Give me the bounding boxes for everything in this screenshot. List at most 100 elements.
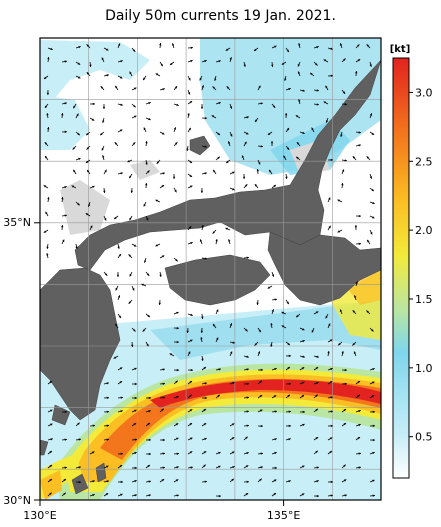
current-arrow-head: [159, 43, 162, 46]
current-arrow-head: [101, 148, 104, 151]
current-arrow-head: [372, 201, 375, 205]
current-arrow-head: [246, 256, 249, 259]
current-arrow-head: [337, 230, 341, 233]
current-arrow-head: [358, 466, 361, 469]
current-arrow-head: [232, 465, 235, 469]
current-arrow-head: [200, 330, 204, 333]
current-arrow-head: [142, 329, 145, 332]
current-arrow-head: [133, 115, 137, 118]
current-arrow-head: [119, 381, 123, 384]
current-arrow-head: [189, 394, 192, 398]
current-arrow-head: [134, 396, 137, 400]
current-arrow-head: [46, 92, 50, 95]
current-arrow-head: [49, 464, 52, 468]
current-arrow-head: [315, 437, 319, 440]
current-vectors: [43, 42, 376, 498]
current-arrow-head: [298, 43, 301, 46]
lon-label-130: 130°E: [23, 509, 56, 522]
current-arrow-head: [77, 132, 80, 136]
current-arrow-head: [200, 190, 204, 193]
current-arrow-head: [274, 367, 277, 371]
current-arrow-head: [211, 115, 215, 118]
current-arrow-head: [176, 437, 179, 440]
current-arrow-head: [330, 396, 333, 399]
current-arrow-head: [328, 323, 331, 326]
current-arrow-head: [120, 410, 123, 413]
current-arrow-head: [77, 76, 81, 79]
current-arrow-head: [106, 480, 109, 483]
current-arrow-head: [120, 493, 123, 496]
current-arrow-head: [260, 424, 263, 428]
current-arrow-head: [274, 410, 277, 413]
current-arrow-head: [203, 366, 206, 370]
current-arrow-head: [315, 63, 318, 66]
current-arrow-head: [366, 156, 370, 159]
current-arrow-head: [254, 184, 258, 187]
colorbar-unit: [kt]: [390, 44, 411, 55]
lat-label-35: 35°N: [3, 216, 31, 229]
current-arrow-head: [216, 309, 219, 312]
current-arrow-head: [355, 71, 358, 74]
current-arrow-head: [134, 409, 137, 412]
map-title: Daily 50m currents 19 Jan. 2021.: [105, 8, 336, 24]
current-arrow-head: [132, 49, 136, 52]
current-arrow-head: [246, 396, 249, 399]
current-arrow-head: [281, 311, 284, 314]
current-arrow-head: [47, 197, 50, 200]
current-arrow-head: [271, 64, 274, 67]
current-arrow-head: [176, 466, 179, 469]
current-arrow-head: [129, 175, 132, 179]
current-arrow-head: [86, 72, 90, 75]
current-arrow-head: [162, 396, 165, 399]
current-arrow-head: [315, 408, 318, 412]
current-arrow-head: [85, 213, 89, 216]
current-arrow-head: [161, 479, 165, 482]
current-arrow-head: [162, 368, 165, 371]
current-arrow-head: [316, 381, 319, 385]
current-arrow-head: [143, 77, 146, 81]
current-arrow-head: [175, 479, 179, 482]
current-arrow-head: [284, 113, 288, 116]
current-arrow-head: [329, 381, 333, 384]
current-arrow-head: [216, 337, 219, 340]
current-arrow-head: [114, 216, 117, 220]
current-arrow-head: [316, 103, 319, 106]
current-arrow-head: [102, 106, 106, 109]
current-arrow-head: [366, 44, 369, 47]
colorbar-tick-label: 2.5: [415, 155, 433, 168]
current-arrow-head: [371, 395, 375, 398]
current-arrow-head: [217, 132, 220, 136]
current-arrow-head: [189, 174, 193, 177]
current-arrow-head: [316, 89, 319, 92]
current-arrow-head: [146, 273, 150, 276]
current-arrow-head: [187, 92, 191, 95]
current-arrow-head: [218, 102, 221, 105]
current-arrow-head: [132, 288, 135, 291]
current-arrow-head: [343, 409, 347, 412]
current-arrow-head: [176, 326, 179, 330]
current-arrow-head: [190, 46, 193, 49]
current-arrow-head: [120, 103, 123, 106]
current-arrow-head: [133, 87, 137, 90]
current-arrow-head: [212, 231, 215, 234]
current-arrow-head: [176, 311, 179, 315]
current-arrow-head: [172, 43, 175, 46]
current-arrow-head: [134, 466, 137, 470]
current-arrow-head: [204, 382, 207, 385]
current-arrow-head: [344, 103, 347, 106]
current-arrow-head: [77, 422, 80, 425]
current-arrow-head: [50, 438, 53, 441]
current-arrow-head: [201, 85, 204, 88]
current-arrow-head: [342, 91, 346, 94]
current-arrow-head: [204, 145, 207, 148]
current-arrow-head: [134, 382, 137, 386]
current-arrow-head: [302, 423, 305, 427]
current-arrow-head: [130, 190, 133, 193]
current-arrow-head: [372, 494, 375, 497]
current-arrow-head: [204, 437, 207, 441]
current-arrow-head: [91, 451, 95, 454]
current-arrow-head: [358, 144, 361, 147]
current-arrow-head: [371, 216, 375, 219]
current-arrow-head: [199, 239, 203, 242]
current-arrow-head: [148, 101, 151, 105]
